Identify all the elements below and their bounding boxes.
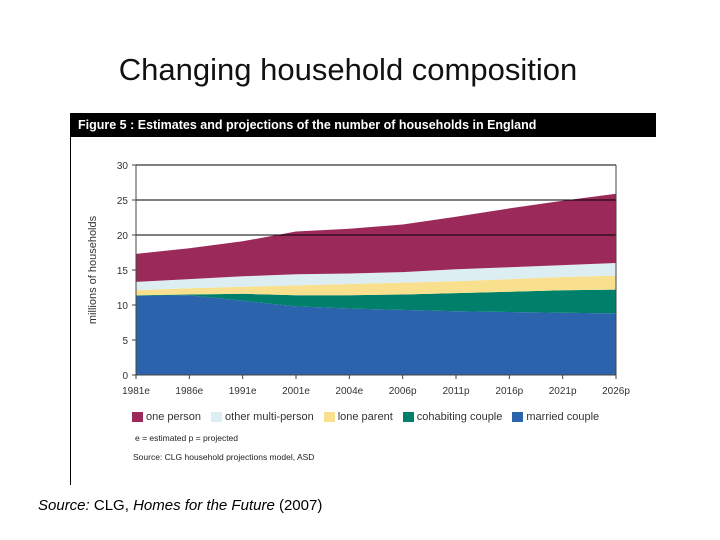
area-cohabiting-couple bbox=[136, 289, 616, 314]
legend-swatch bbox=[211, 412, 223, 422]
legend-item: one person bbox=[132, 411, 201, 423]
slide-title: Changing household composition bbox=[118, 52, 578, 87]
legend-label: married couple bbox=[526, 411, 600, 423]
x-tick-label: 2016p bbox=[495, 386, 523, 397]
slide-source: Source: CLG, Homes for the Future (2007) bbox=[38, 497, 322, 514]
legend-label: cohabiting couple bbox=[416, 411, 503, 423]
area-one-person bbox=[136, 193, 616, 282]
legend-item: other multi-person bbox=[211, 411, 314, 423]
legend-swatch bbox=[132, 412, 143, 422]
x-tick-label: 1986e bbox=[175, 386, 203, 397]
estimate-note: e = estimated p = projected bbox=[135, 433, 239, 443]
figure-header: Figure 5 : Estimates and projections of … bbox=[70, 113, 656, 137]
x-tick-label: 2021p bbox=[549, 386, 577, 397]
x-tick-label: 2006p bbox=[389, 386, 417, 397]
y-tick-label: 15 bbox=[117, 266, 129, 277]
legend-label: other multi-person bbox=[225, 411, 314, 423]
y-tick-label: 30 bbox=[117, 161, 129, 172]
source-title: Homes for the Future bbox=[133, 497, 275, 514]
legend: one person other multi-person lone parent c… bbox=[132, 411, 599, 423]
figure-source: Source: CLG household projections model,… bbox=[133, 452, 315, 462]
area-other-multi-person bbox=[136, 263, 616, 291]
x-tick-label: 2011p bbox=[442, 386, 470, 397]
legend-item: married couple bbox=[512, 411, 599, 423]
legend-swatch bbox=[402, 412, 414, 422]
y-axis-label: millions of households bbox=[87, 215, 99, 324]
x-tick-label: 2026p bbox=[602, 386, 630, 397]
area-lone-parent bbox=[136, 275, 616, 296]
x-tick-label: 2004e bbox=[335, 386, 363, 397]
legend-item: cohabiting couple bbox=[402, 411, 503, 423]
legend-label: one person bbox=[146, 411, 202, 423]
x-tick-label: 1991e bbox=[229, 386, 257, 397]
figure-frame-border bbox=[70, 137, 71, 485]
source-label: Source: bbox=[38, 497, 90, 514]
x-tick-label: 1981e bbox=[122, 386, 150, 397]
x-tick-label: 2001e bbox=[282, 386, 310, 397]
legend-label: lone parent bbox=[337, 411, 393, 423]
area-married-couple bbox=[136, 295, 616, 375]
y-tick-label: 5 bbox=[122, 336, 128, 347]
legend-item: lone parent bbox=[323, 411, 393, 423]
legend-swatch bbox=[323, 412, 335, 422]
y-tick-label: 25 bbox=[117, 196, 129, 207]
source-year: (2007) bbox=[278, 497, 323, 514]
legend-swatch bbox=[512, 412, 524, 422]
source-org: CLG, bbox=[93, 497, 129, 514]
y-tick-label: 0 bbox=[122, 371, 128, 382]
y-tick-label: 10 bbox=[117, 301, 129, 312]
y-tick-label: 20 bbox=[117, 231, 129, 242]
